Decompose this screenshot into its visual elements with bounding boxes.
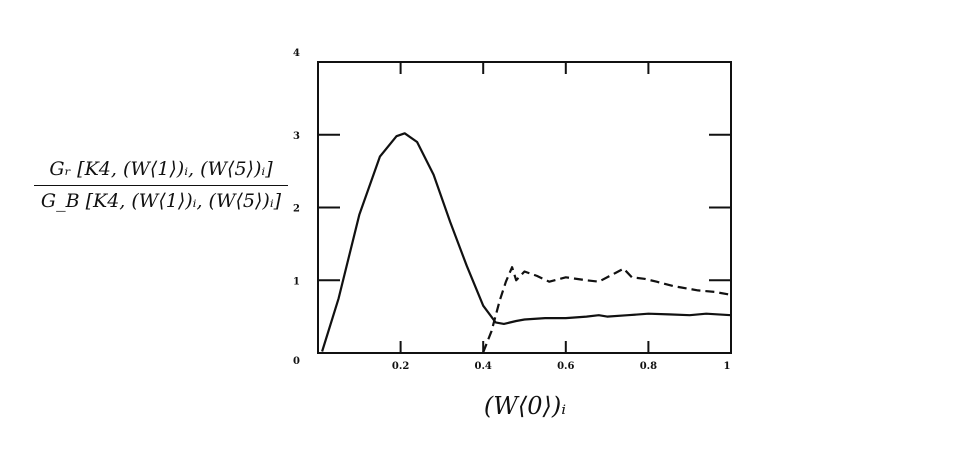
x-tick-label: 0.4 bbox=[474, 361, 491, 372]
y-tick-label: 1 bbox=[293, 276, 300, 287]
x-tick-label: 0.6 bbox=[557, 361, 574, 372]
fraction-bar bbox=[34, 185, 288, 186]
plot-frame bbox=[317, 61, 732, 354]
y-tick-label: 3 bbox=[293, 131, 300, 142]
y-tick-label: 4 bbox=[293, 48, 300, 59]
x-tick-label: 1 bbox=[724, 361, 731, 372]
series-line-dashed bbox=[482, 266, 732, 353]
y-tick-label: 2 bbox=[293, 204, 300, 215]
x-tick-label: 0.8 bbox=[640, 361, 657, 372]
y-axis-label-numerator: Gᵣ [K4, (W⟨1⟩)ᵢ, (W⟨5⟩)ᵢ] bbox=[49, 158, 273, 180]
series-line-solid bbox=[321, 132, 732, 352]
tick-marks bbox=[318, 62, 731, 353]
y-axis-label-denominator: G_B [K4, (W⟨1⟩)ᵢ, (W⟨5⟩)ᵢ] bbox=[40, 190, 282, 212]
x-axis-label: (W⟨0⟩)ᵢ bbox=[483, 392, 567, 420]
tick-labels: 0 1 2 3 4 0.2 0.4 0.6 0.8 1 bbox=[293, 48, 730, 372]
series-layer bbox=[321, 132, 732, 353]
y-axis-label: Gᵣ [K4, (W⟨1⟩)ᵢ, (W⟨5⟩)ᵢ] G_B [K4, (W⟨1⟩… bbox=[30, 158, 292, 211]
y-tick-label: 0 bbox=[293, 356, 300, 367]
x-tick-label: 0.2 bbox=[392, 361, 409, 372]
